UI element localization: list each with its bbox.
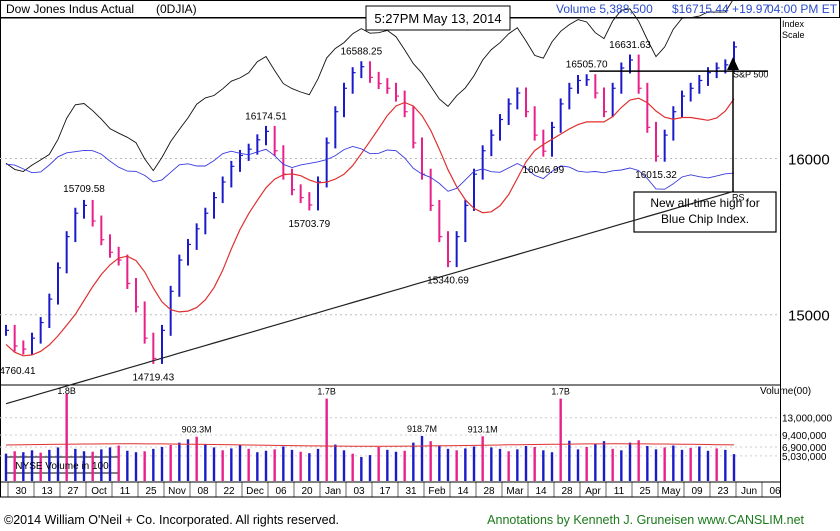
x-axis-label: 23 — [717, 486, 729, 497]
x-axis-label: 17 — [379, 486, 391, 497]
price-value-label: 16015.32 — [635, 170, 677, 181]
price-value-label: 14719.43 — [132, 373, 174, 384]
ma50-line — [5, 97, 735, 357]
sp500-line — [5, 0, 734, 172]
price-value-label: 15709.58 — [63, 184, 105, 195]
rs-line — [5, 146, 735, 192]
volume-axis-label: Volume(00) — [760, 386, 811, 397]
price-value-label: 14760.41 — [0, 366, 36, 377]
rs-label: RS — [732, 193, 745, 203]
price-tick-label: 16000 — [788, 152, 830, 169]
x-axis-label: Dec — [246, 486, 264, 497]
volume-value-label: 903.3M — [182, 425, 212, 435]
x-axis-label: 28 — [561, 486, 573, 497]
x-axis-label: 25 — [639, 486, 651, 497]
x-axis-label: 30 — [15, 486, 27, 497]
price-tick-label: 15000 — [788, 308, 830, 325]
price-bars — [5, 41, 737, 364]
scale-label-line1: Index — [782, 19, 805, 29]
x-axis-label: Mar — [506, 486, 524, 497]
x-axis-label: 11 — [120, 486, 131, 497]
indicator-lines — [5, 0, 768, 447]
x-axis-label: 14 — [457, 486, 469, 497]
volume-value-label: 1.7B — [317, 387, 336, 397]
index-symbol: (0DJIA) — [156, 2, 197, 16]
price-value-label: 16505.70 — [566, 60, 608, 71]
x-axis-label: 06 — [275, 486, 287, 497]
x-axis-label: 14 — [535, 486, 547, 497]
annotation-credit: Annotations by Kenneth J. Gruneisen www.… — [487, 513, 804, 527]
price-value-label: 16588.25 — [340, 47, 382, 58]
volume-tick-label: 6,900,000 — [782, 443, 827, 454]
volume-tick-label: 9,400,000 — [782, 431, 827, 442]
volume-value-label: 1.7B — [551, 387, 570, 397]
callout-box — [633, 191, 777, 233]
scale-label-line2: Scale — [782, 30, 805, 40]
volume-readout: Volume 5,388,500 — [556, 2, 653, 16]
x-axis-label: 25 — [145, 486, 157, 497]
time-readout: 04:00 PM ET — [767, 2, 838, 16]
x-axis-label: 28 — [483, 486, 495, 497]
volume-value-label: 913.1M — [468, 424, 498, 434]
timestamp-text: 5:27PM May 13, 2014 — [374, 11, 501, 26]
x-axis-label: 31 — [405, 486, 417, 497]
x-axis-label: 20 — [301, 486, 313, 497]
x-axis-label: 13 — [41, 486, 53, 497]
x-axis-label: Jan — [325, 486, 341, 497]
chart-svg: Dow Jones Indus Actual (0DJIA) Volume 5,38… — [0, 0, 840, 498]
callout-line2: Blue Chip Index. — [661, 212, 749, 226]
price-value-label: 15703.79 — [288, 219, 330, 230]
x-axis-label: May — [662, 486, 681, 497]
volume-bars — [4, 393, 736, 481]
price-value-label: 16631.63 — [609, 40, 651, 51]
x-axis-label: Jun — [741, 486, 757, 497]
price-change-readout: $16715.44 +19.97 — [672, 2, 769, 16]
volume-ma-line — [5, 443, 735, 447]
timestamp-box — [365, 5, 511, 31]
index-name: Dow Jones Indus Actual — [6, 2, 134, 16]
x-axis-label: Feb — [428, 486, 446, 497]
callout-arrow-head — [727, 57, 739, 70]
copyright-text: ©2014 William O'Neil + Co. Incorporated.… — [4, 513, 339, 527]
price-value-label: 16046.99 — [522, 165, 564, 176]
x-axis-label: 09 — [691, 486, 703, 497]
price-value-label: 16174.51 — [245, 111, 287, 122]
x-axis-frame — [0, 481, 781, 498]
x-axis-label: Apr — [585, 486, 601, 497]
ma200-line — [5, 190, 735, 405]
volume-legend-label: NYSE Volume in 100 — [15, 461, 109, 472]
x-axis-label: 06 — [769, 486, 781, 497]
x-axis-label: 22 — [223, 486, 235, 497]
volume-tick-label: 13,000,000 — [782, 414, 832, 425]
callout-line1: New all-time high for — [650, 196, 759, 210]
volume-tick-label: 5,030,000 — [782, 452, 827, 463]
x-axis-label: 08 — [197, 486, 209, 497]
x-axis-label: Oct — [91, 486, 107, 497]
volume-value-label: 918.7M — [407, 424, 437, 434]
price-value-label: 15340.69 — [427, 276, 469, 287]
footer: ©2014 William O'Neil + Co. Incorporated.… — [0, 512, 840, 531]
x-axis-label: 03 — [353, 486, 365, 497]
x-axis-label: Nov — [168, 486, 186, 497]
x-axis-label: 11 — [614, 486, 625, 497]
sp500-label: S&P 500 — [733, 69, 768, 79]
volume-value-label: 1.8B — [57, 386, 76, 396]
chart-labels: Dow Jones Indus Actual (0DJIA) Volume 5,38… — [0, 2, 838, 497]
x-axis-label: 27 — [67, 486, 79, 497]
